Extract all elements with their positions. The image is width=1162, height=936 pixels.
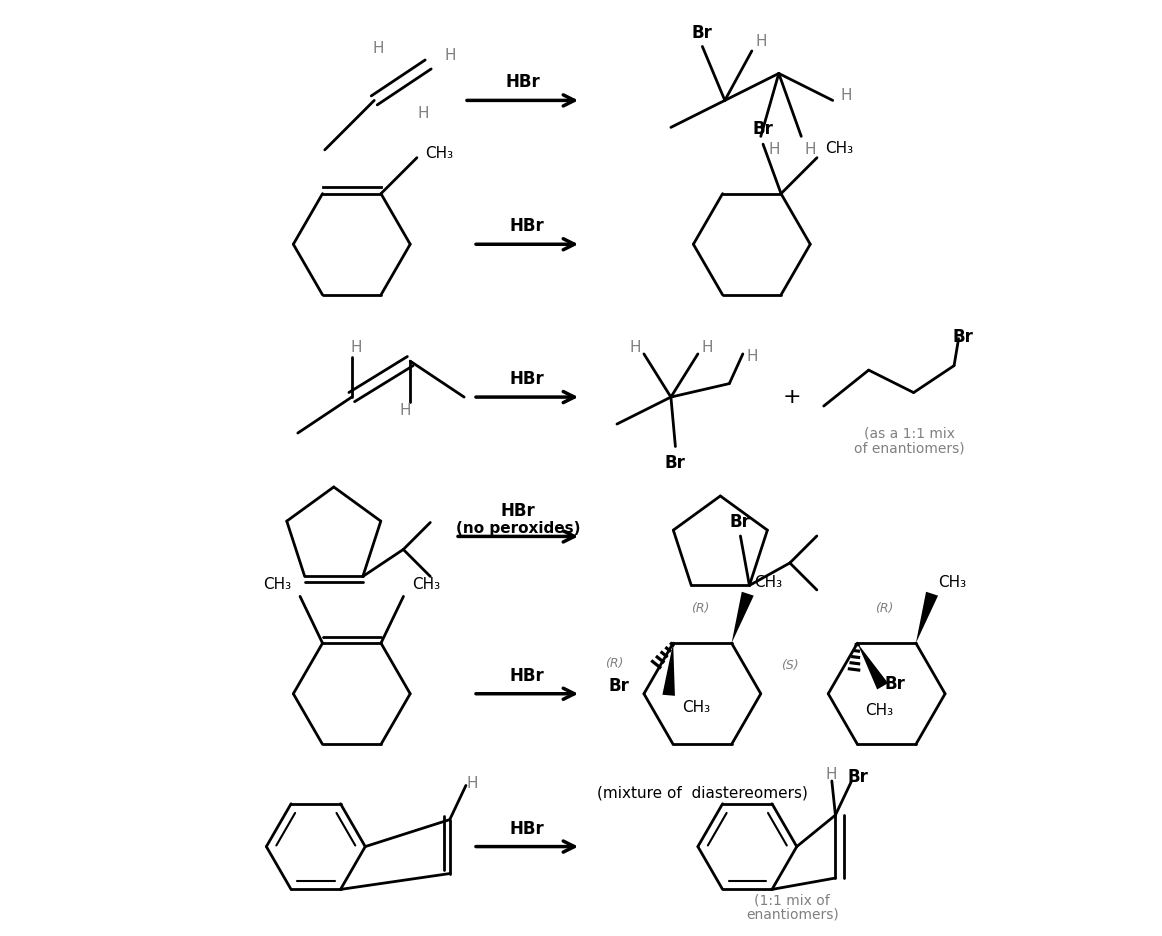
Polygon shape bbox=[847, 667, 861, 672]
Text: H: H bbox=[701, 340, 712, 355]
Text: HBr: HBr bbox=[510, 820, 545, 838]
Text: CH₃: CH₃ bbox=[413, 578, 440, 592]
Text: HBr: HBr bbox=[510, 666, 545, 685]
Text: (R): (R) bbox=[690, 603, 709, 616]
Polygon shape bbox=[669, 641, 675, 648]
Polygon shape bbox=[665, 646, 672, 653]
Text: CH₃: CH₃ bbox=[825, 141, 854, 156]
Polygon shape bbox=[854, 643, 860, 647]
Text: Br: Br bbox=[609, 678, 630, 695]
Text: H: H bbox=[373, 41, 385, 56]
Polygon shape bbox=[916, 592, 938, 643]
Text: CH₃: CH₃ bbox=[263, 578, 290, 592]
Text: H: H bbox=[445, 48, 457, 63]
Polygon shape bbox=[858, 643, 888, 690]
Polygon shape bbox=[662, 643, 675, 695]
Text: enantiomers): enantiomers) bbox=[746, 907, 839, 921]
Text: (1:1 mix of: (1:1 mix of bbox=[754, 894, 830, 908]
Text: (as a 1:1 mix: (as a 1:1 mix bbox=[863, 426, 955, 440]
Text: +: + bbox=[783, 388, 802, 407]
Text: CH₃: CH₃ bbox=[865, 703, 892, 718]
Text: CH₃: CH₃ bbox=[939, 575, 967, 590]
Polygon shape bbox=[851, 655, 860, 659]
Text: H: H bbox=[755, 35, 767, 50]
Text: (mixture of  diastereomers): (mixture of diastereomers) bbox=[597, 785, 808, 800]
Polygon shape bbox=[660, 651, 668, 658]
Text: Br: Br bbox=[730, 514, 751, 532]
Text: CH₃: CH₃ bbox=[682, 700, 710, 715]
Text: H: H bbox=[840, 88, 852, 103]
Text: HBr: HBr bbox=[501, 503, 536, 520]
Text: H: H bbox=[629, 340, 640, 355]
Text: H: H bbox=[351, 340, 363, 355]
Polygon shape bbox=[655, 655, 666, 664]
Text: CH₃: CH₃ bbox=[425, 146, 453, 161]
Text: of enantiomers): of enantiomers) bbox=[854, 441, 964, 455]
Polygon shape bbox=[732, 592, 754, 643]
Text: (no peroxides): (no peroxides) bbox=[456, 520, 580, 535]
Text: H: H bbox=[804, 142, 816, 157]
Text: (R): (R) bbox=[875, 603, 894, 616]
Polygon shape bbox=[849, 661, 860, 665]
Text: H: H bbox=[746, 349, 758, 364]
Text: CH₃: CH₃ bbox=[754, 575, 782, 590]
Text: H: H bbox=[418, 107, 430, 122]
Text: Br: Br bbox=[847, 768, 868, 786]
Text: Br: Br bbox=[884, 675, 905, 693]
Text: Br: Br bbox=[665, 454, 686, 472]
Text: HBr: HBr bbox=[505, 73, 540, 92]
Text: HBr: HBr bbox=[510, 370, 545, 388]
Text: (S): (S) bbox=[781, 659, 798, 672]
Polygon shape bbox=[853, 649, 860, 653]
Text: Br: Br bbox=[753, 120, 774, 138]
Text: Br: Br bbox=[691, 24, 712, 42]
Text: H: H bbox=[825, 768, 837, 782]
Polygon shape bbox=[651, 659, 662, 669]
Text: Br: Br bbox=[953, 328, 974, 345]
Text: H: H bbox=[400, 403, 411, 418]
Text: HBr: HBr bbox=[510, 217, 545, 235]
Text: (R): (R) bbox=[605, 657, 624, 670]
Text: H: H bbox=[768, 142, 780, 157]
Text: H: H bbox=[466, 776, 478, 791]
